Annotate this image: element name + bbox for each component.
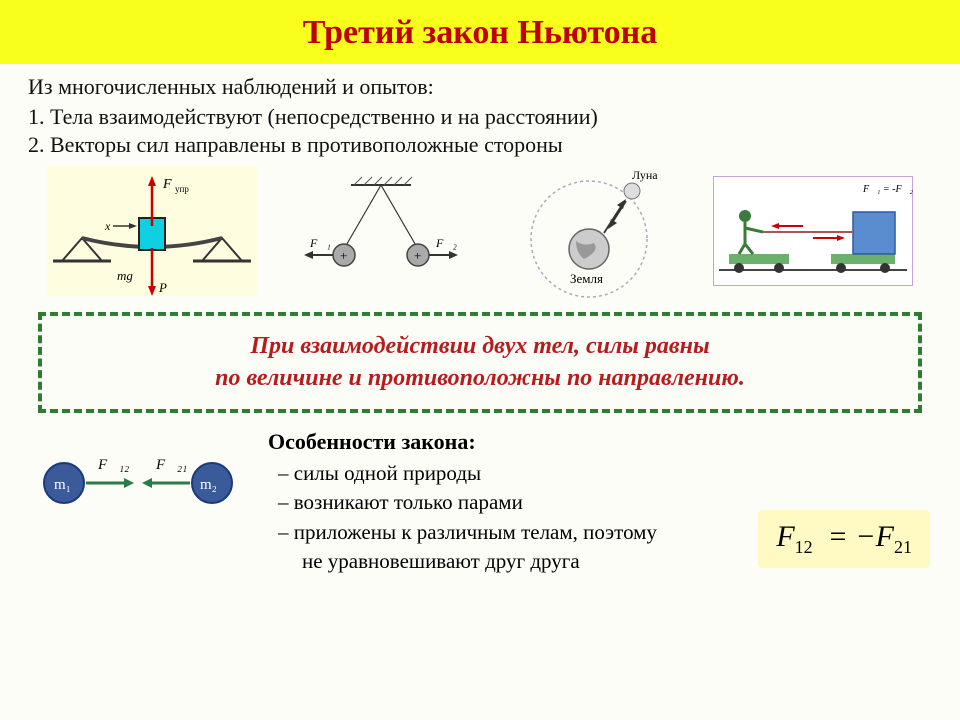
svg-text:m₁: m₁: [54, 477, 71, 493]
page-title: Третий закон Ньютона: [0, 14, 960, 52]
law-line1: При взаимодействии двух тел, силы равны: [62, 330, 898, 362]
svg-text:F⃗₁ = -F⃗₂: F⃗₁ = -F⃗₂: [862, 184, 913, 195]
carts-diagram: F⃗₁ = -F⃗₂: [713, 176, 913, 291]
svg-text:упр: упр: [175, 184, 189, 194]
diagram-row: F⃗ упр mg⃗ P⃗ x: [28, 168, 932, 298]
features-title: Особенности закона:: [268, 429, 932, 455]
svg-text:F⃗₁: F⃗₁: [309, 236, 331, 250]
observation-1: 1. Тела взаимодействуют (непосредственно…: [28, 104, 932, 130]
observations-list: 1. Тела взаимодействуют (непосредственно…: [28, 104, 932, 158]
svg-text:+: +: [414, 248, 421, 263]
formula-lhs-sub: 12: [795, 537, 813, 557]
formula-rhs-sub: 21: [894, 537, 912, 557]
svg-text:+: +: [340, 248, 347, 263]
spring-beam-diagram: F⃗ упр mg⃗ P⃗ x: [47, 166, 257, 301]
svg-text:m₂: m₂: [200, 477, 217, 493]
feature-1: силы одной природы: [278, 459, 932, 488]
formula-box: F12 = −F21: [758, 510, 930, 568]
two-masses-diagram: m₁ m₂ F⃗₁₂ F⃗₂₁: [28, 429, 248, 518]
svg-text:F⃗₁₂: F⃗₁₂: [97, 457, 129, 473]
svg-text:F⃗₂: F⃗₂: [435, 236, 457, 250]
earth-moon-diagram: Земля Луна: [504, 161, 674, 306]
svg-text:Луна: Луна: [632, 168, 658, 182]
content: Из многочисленных наблюдений и опытов: 1…: [0, 64, 960, 576]
svg-text:mg⃗: mg⃗: [117, 268, 143, 283]
formula-lhs: F: [776, 520, 794, 553]
title-bar: Третий закон Ньютона: [0, 0, 960, 64]
svg-text:x: x: [104, 219, 111, 233]
svg-text:P⃗: P⃗: [158, 280, 177, 295]
observation-2: 2. Векторы сил направлены в противополож…: [28, 132, 932, 158]
law-statement-box: При взаимодействии двух тел, силы равны …: [38, 312, 922, 413]
svg-text:F⃗₂₁: F⃗₂₁: [155, 457, 187, 473]
intro-text: Из многочисленных наблюдений и опытов:: [28, 74, 932, 100]
svg-text:Земля: Земля: [570, 271, 603, 286]
charges-diagram: + + F⃗₁ F⃗₂: [296, 171, 466, 296]
formula-rhs: F: [876, 520, 894, 553]
law-line2: по величине и противоположны по направле…: [62, 362, 898, 394]
